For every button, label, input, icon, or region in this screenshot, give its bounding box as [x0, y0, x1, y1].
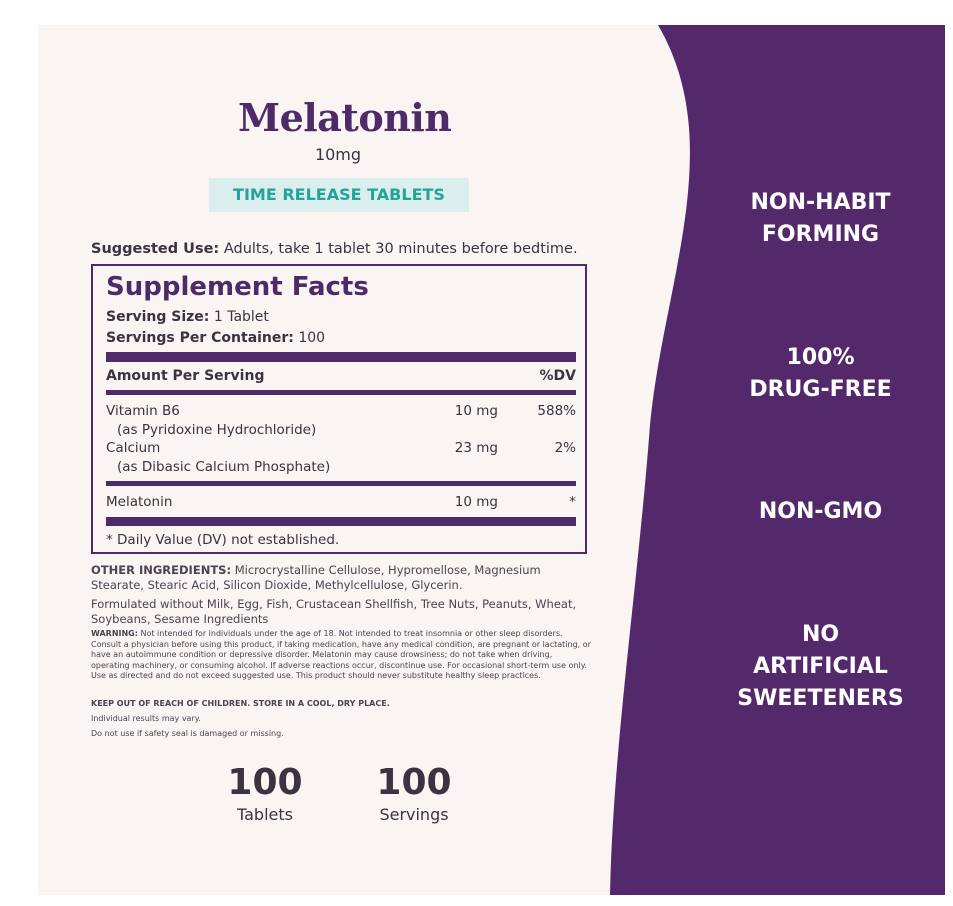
warning-body: Not intended for individuals under the a… — [91, 629, 591, 680]
divider-thick — [106, 517, 576, 526]
claim-line: NON-HABIT — [750, 190, 891, 215]
tablet-count-label: Tablets — [237, 805, 293, 824]
nutrient-name: Melatonin — [106, 494, 173, 510]
nutrient-source: (as Dibasic Calcium Phosphate) — [117, 459, 331, 475]
claim-line: SWEETENERS — [737, 686, 904, 711]
tablet-count: 100 Tablets — [200, 762, 330, 825]
divider-thin — [106, 481, 576, 486]
product-title: Melatonin — [238, 95, 452, 140]
serving-count-label: Servings — [379, 805, 449, 824]
servings-value: 100 — [298, 330, 326, 346]
warning-label: WARNING: — [91, 629, 138, 638]
product-panel: Melatonin 10mg TIME RELEASE TABLETS Sugg… — [38, 25, 945, 895]
purple-wave-background — [610, 25, 945, 895]
divider-thin — [106, 390, 576, 395]
claim-line: NON-GMO — [758, 499, 883, 524]
tablet-count-number: 100 — [227, 762, 303, 803]
claim-line: 100% — [786, 345, 855, 370]
claim-non-gmo: NON-GMO — [708, 496, 933, 528]
nutrient-dv: * — [569, 494, 576, 510]
claim-line: NO — [801, 622, 840, 647]
product-dose: 10mg — [314, 145, 362, 164]
amount-per-serving-header: Amount Per Serving — [106, 368, 265, 384]
serving-count: 100 Servings — [349, 762, 479, 825]
servings-label: Servings Per Container: — [106, 330, 294, 346]
other-ingredients: OTHER INGREDIENTS: Microcrystalline Cell… — [91, 563, 591, 593]
nutrient-name: Vitamin B6 — [106, 403, 180, 419]
claim-no-artificial-sweeteners: NO ARTIFICIAL SWEETENERS — [708, 619, 933, 715]
time-release-banner: TIME RELEASE TABLETS — [209, 178, 469, 212]
warning-text: WARNING: Not intended for individuals un… — [91, 629, 591, 682]
nutrient-source: (as Pyridoxine Hydrochloride) — [117, 422, 317, 438]
serving-count-number: 100 — [376, 762, 452, 803]
claim-line: DRUG-FREE — [749, 377, 892, 402]
serving-size-label: Serving Size: — [106, 309, 210, 325]
supplement-facts-title: Supplement Facts — [106, 272, 369, 302]
claim-drug-free: 100% DRUG-FREE — [708, 342, 933, 406]
nutrient-amount: 23 mg — [454, 440, 498, 456]
other-ingredients-text: Microcrystalline Cellulose, Hypromellose… — [91, 563, 541, 592]
nutrient-name: Calcium — [106, 440, 161, 456]
servings-per-container: Servings Per Container: 100 — [106, 330, 325, 346]
claim-non-habit-forming: NON-HABIT FORMING — [708, 187, 933, 251]
nutrient-dv: 588% — [537, 403, 576, 419]
claim-line: FORMING — [761, 222, 880, 247]
dv-header: %DV — [539, 368, 576, 384]
serving-size: Serving Size: 1 Tablet — [106, 309, 269, 325]
formulated-without: Formulated without Milk, Egg, Fish, Crus… — [91, 597, 577, 626]
nutrient-amount: 10 mg — [454, 494, 498, 510]
nutrient-dv: 2% — [554, 440, 576, 456]
suggested-use-label: Suggested Use: — [91, 241, 220, 257]
nutrient-amount: 10 mg — [454, 403, 498, 419]
serving-size-value: 1 Tablet — [213, 309, 269, 325]
claim-line: ARTIFICIAL — [753, 654, 888, 679]
suggested-use-text: Adults, take 1 tablet 30 minutes before … — [223, 241, 578, 257]
keep-out-notice: KEEP OUT OF REACH OF CHILDREN. STORE IN … — [91, 699, 390, 708]
suggested-use: Suggested Use: Adults, take 1 tablet 30 … — [91, 241, 591, 257]
supplement-facts-box: Supplement Facts Serving Size: 1 Tablet … — [91, 264, 587, 554]
individual-results: Individual results may vary. — [91, 714, 201, 723]
divider-thick — [106, 352, 576, 362]
safety-seal-notice: Do not use if safety seal is damaged or … — [91, 729, 284, 738]
dv-footnote: * Daily Value (DV) not established. — [106, 532, 340, 548]
other-ingredients-label: OTHER INGREDIENTS: — [91, 563, 232, 577]
